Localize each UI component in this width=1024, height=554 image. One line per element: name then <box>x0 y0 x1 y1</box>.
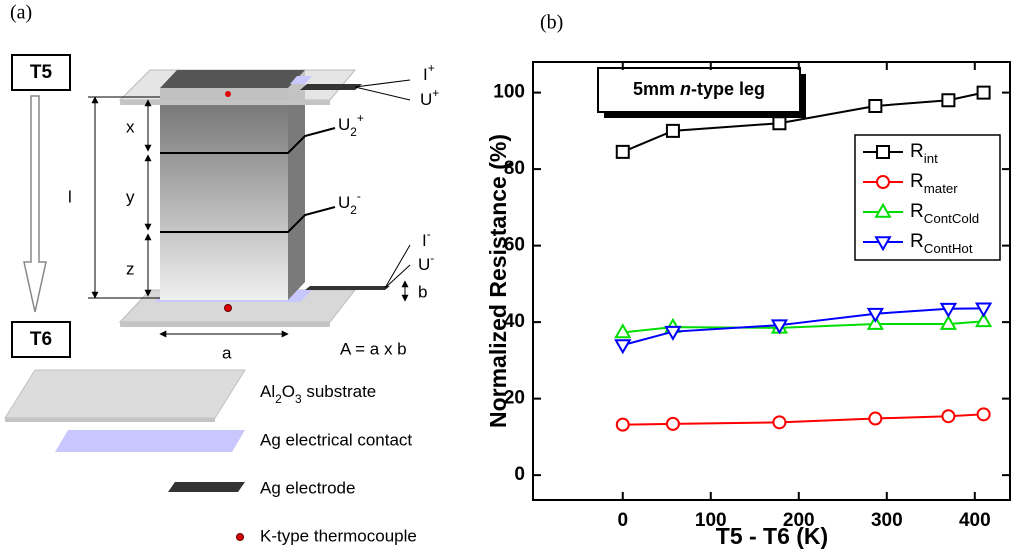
u2-plus-wire <box>160 127 336 154</box>
series-line <box>622 307 984 347</box>
data-point <box>976 407 991 422</box>
data-point <box>770 319 789 335</box>
plot-frame <box>532 61 1011 501</box>
electrode-swatch <box>168 482 245 492</box>
data-point <box>866 307 884 323</box>
t5-box <box>11 54 71 91</box>
x-tick-label: 200 <box>783 510 815 531</box>
t6-label: T6 <box>30 329 52 350</box>
legend-label: Rmater <box>910 171 958 196</box>
i-plus-wire <box>354 79 411 88</box>
u-plus-wire <box>354 86 411 101</box>
thermocouple-swatch <box>236 533 244 541</box>
u2-minus-wire <box>160 206 336 233</box>
panel-a: (a) T5 T6 I+ U+ U2+ U2- I- U- l x y z a … <box>4 2 439 545</box>
dim-label: x <box>126 117 135 136</box>
data-point <box>868 98 883 113</box>
probe-label: I+ <box>423 61 435 84</box>
data-point <box>939 302 958 318</box>
y-tick-label: 40 <box>504 311 525 332</box>
dim-label: b <box>418 282 427 301</box>
legend-text: Ag electrical contact <box>260 430 412 449</box>
legend-marker <box>874 202 892 218</box>
y-tick-label: 80 <box>504 158 525 179</box>
legend-label: RContCold <box>910 201 979 226</box>
data-point <box>772 116 787 131</box>
data-point <box>615 144 630 159</box>
y-tick-label: 100 <box>493 82 525 103</box>
legend-marker <box>876 145 890 159</box>
y-tick-label: 0 <box>514 464 525 485</box>
bottom-electrode <box>305 286 390 290</box>
legend-text: Al2O3 substrate <box>260 382 376 406</box>
panel-label: (b) <box>540 12 563 34</box>
leg-top <box>160 70 305 88</box>
heat-flow-arrow <box>23 95 47 313</box>
bottom-thermocouple <box>224 304 232 312</box>
legend-text: K-type thermocouple <box>260 526 417 545</box>
data-point <box>665 123 680 138</box>
y-axis-title: Normalized Resistance (%) <box>485 134 511 428</box>
x-axis-title: T5 - T6 (K) <box>716 523 828 549</box>
probe-label: U- <box>418 251 434 274</box>
data-point <box>665 416 680 431</box>
dim-label: l <box>68 187 72 206</box>
substrate-swatch <box>4 369 246 419</box>
data-point <box>941 409 956 424</box>
legend-text: Ag electrode <box>260 478 355 497</box>
contact-swatch <box>55 430 245 452</box>
annotation: 5mm n-type leg <box>633 79 765 99</box>
panel-b: (b) 5mm n-type leg T5 - T6 (K) Normalize… <box>485 12 1011 549</box>
u-minus-wire <box>384 264 411 289</box>
data-point <box>614 323 632 339</box>
x-tick-label: 400 <box>959 510 991 531</box>
data-point <box>941 93 956 108</box>
panel-label: (a) <box>10 2 32 24</box>
legend-label: Rint <box>910 141 938 166</box>
leg-side <box>288 70 305 300</box>
x-tick-label: 100 <box>695 510 727 531</box>
data-point <box>614 339 632 355</box>
legend-label: RContHot <box>910 231 973 256</box>
leg-front <box>160 88 288 300</box>
top-electrode <box>300 84 362 90</box>
y-tick-label: 20 <box>504 388 525 409</box>
annotation-box <box>597 67 801 113</box>
top-substrate-edge <box>120 100 330 105</box>
probe-label: U+ <box>420 86 439 109</box>
series-line <box>622 320 984 334</box>
dim-label: z <box>126 259 135 278</box>
data-point <box>868 411 883 426</box>
data-point <box>664 325 682 341</box>
legend-marker <box>875 175 891 189</box>
t6-box <box>11 321 71 358</box>
probe-label: I- <box>422 227 431 250</box>
top-thermocouple <box>225 91 231 97</box>
x-tick-label: 300 <box>871 510 903 531</box>
x-tick-label: 0 <box>617 510 628 531</box>
y-tick-label: 60 <box>504 235 525 256</box>
data-point <box>939 314 958 330</box>
data-point <box>974 312 993 328</box>
dim-label: a <box>222 343 232 362</box>
i-minus-wire <box>384 244 411 289</box>
t5-label: T5 <box>30 62 53 83</box>
probe-label: U2+ <box>338 111 364 139</box>
substrate-swatch-edge <box>5 418 215 422</box>
data-point <box>974 302 993 318</box>
bottom-substrate-edge <box>120 322 330 327</box>
dim-label: y <box>126 187 135 206</box>
area-label: A = a x b <box>340 339 407 358</box>
legend-marker <box>874 236 892 252</box>
top-contact <box>290 76 312 84</box>
probe-label: U2- <box>338 189 361 217</box>
data-point <box>615 417 630 432</box>
data-point <box>772 415 787 430</box>
data-point <box>976 85 991 100</box>
